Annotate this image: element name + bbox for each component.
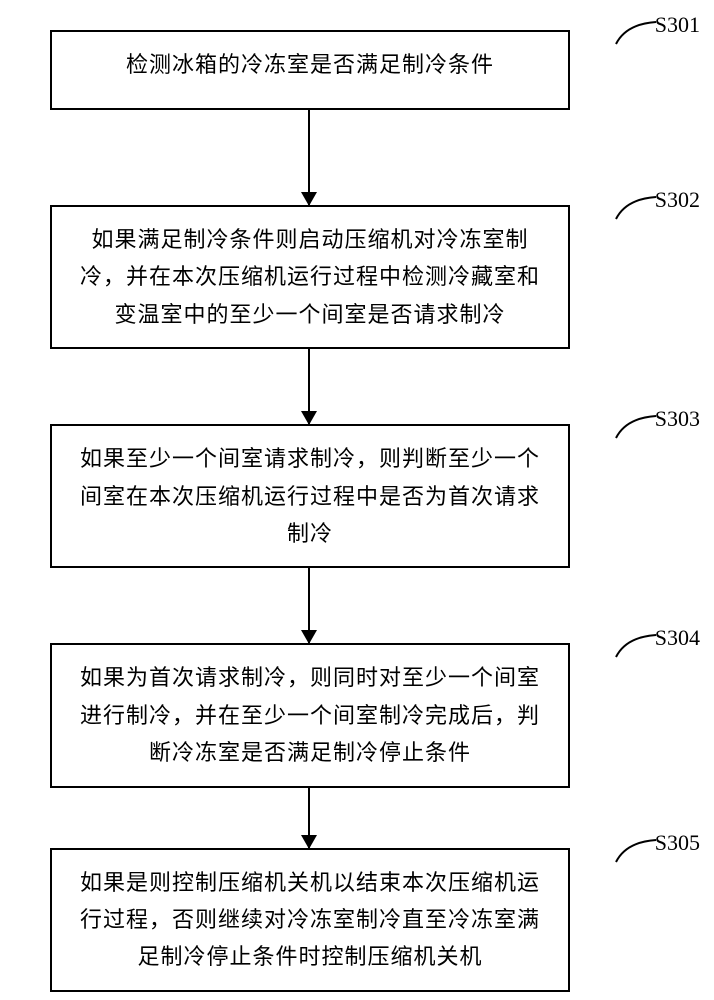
flow-step: S301 检测冰箱的冷冻室是否满足制冷条件	[50, 30, 650, 110]
label-leader	[612, 412, 658, 440]
flow-step: S305 如果是则控制压缩机关机以结束本次压缩机运行过程，否则继续对冷冻室制冷直…	[50, 848, 650, 992]
flow-box-text: 如果满足制冷条件则启动压缩机对冷冻室制冷，并在本次压缩机运行过程中检测冷藏室和变…	[72, 221, 548, 333]
step-label: S301	[655, 12, 700, 38]
flow-box: 如果至少一个间室请求制冷，则判断至少一个间室在本次压缩机运行过程中是否为首次请求…	[50, 424, 570, 568]
flow-arrow	[308, 788, 310, 848]
flow-box-text: 检测冰箱的冷冻室是否满足制冷条件	[72, 46, 548, 83]
flow-step: S302 如果满足制冷条件则启动压缩机对冷冻室制冷，并在本次压缩机运行过程中检测…	[50, 205, 650, 349]
flow-box: 如果满足制冷条件则启动压缩机对冷冻室制冷，并在本次压缩机运行过程中检测冷藏室和变…	[50, 205, 570, 349]
flow-box-text: 如果至少一个间室请求制冷，则判断至少一个间室在本次压缩机运行过程中是否为首次请求…	[72, 440, 548, 552]
flow-arrow	[308, 568, 310, 643]
label-leader	[612, 193, 658, 221]
flow-box: 如果为首次请求制冷，则同时对至少一个间室进行制冷，并在至少一个间室制冷完成后，判…	[50, 643, 570, 787]
step-label: S304	[655, 625, 700, 651]
label-leader	[612, 631, 658, 659]
flow-arrow	[308, 110, 310, 205]
flow-step: S304 如果为首次请求制冷，则同时对至少一个间室进行制冷，并在至少一个间室制冷…	[50, 643, 650, 787]
flowchart-container: S301 检测冰箱的冷冻室是否满足制冷条件 S302 如果满足制冷条件则启动压缩…	[50, 30, 650, 992]
flow-box-text: 如果为首次请求制冷，则同时对至少一个间室进行制冷，并在至少一个间室制冷完成后，判…	[72, 659, 548, 771]
flow-box: 如果是则控制压缩机关机以结束本次压缩机运行过程，否则继续对冷冻室制冷直至冷冻室满…	[50, 848, 570, 992]
flow-box-text: 如果是则控制压缩机关机以结束本次压缩机运行过程，否则继续对冷冻室制冷直至冷冻室满…	[72, 864, 548, 976]
label-leader	[612, 18, 658, 46]
flow-box: 检测冰箱的冷冻室是否满足制冷条件	[50, 30, 570, 110]
step-label: S302	[655, 187, 700, 213]
flow-step: S303 如果至少一个间室请求制冷，则判断至少一个间室在本次压缩机运行过程中是否…	[50, 424, 650, 568]
step-label: S305	[655, 830, 700, 856]
label-leader	[612, 836, 658, 864]
flow-arrow	[308, 349, 310, 424]
step-label: S303	[655, 406, 700, 432]
